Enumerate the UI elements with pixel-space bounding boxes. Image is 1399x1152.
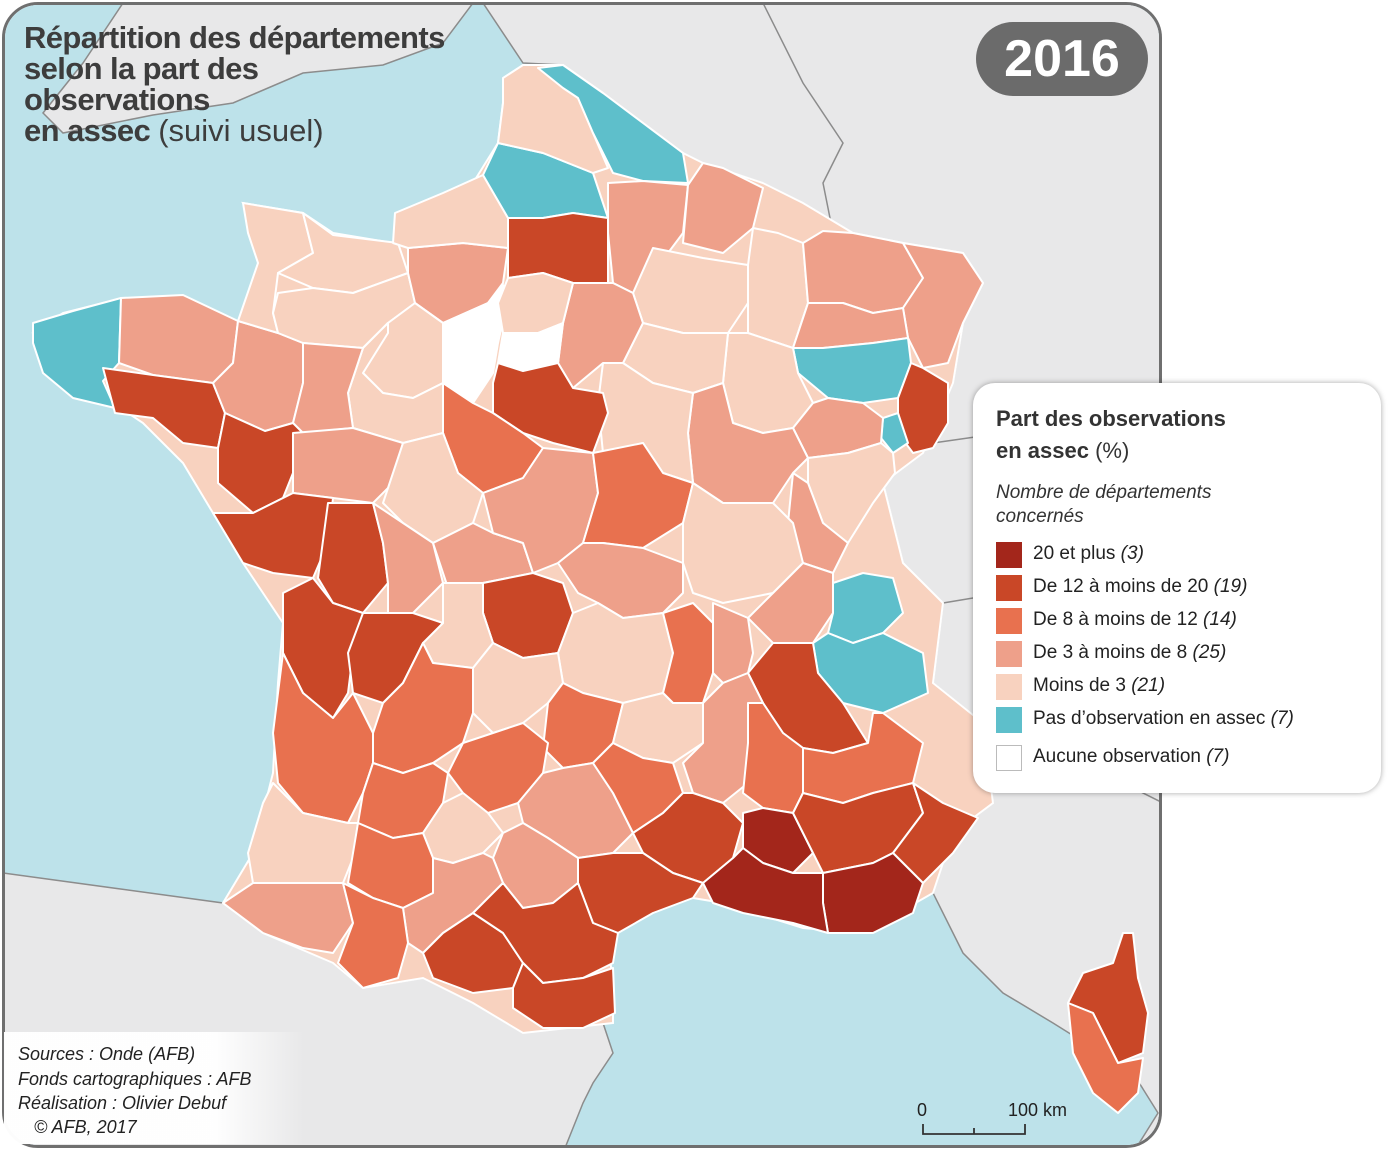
legend-label-count: (19) [1213,576,1248,597]
legend-title: Part des observations en assec (%) [996,403,1226,467]
scale-line [922,1124,1026,1135]
legend-swatch [996,745,1022,771]
title-line-4-light: (suivi usuel) [158,113,324,148]
legend-label-text: De 12 à moins de 20 [1033,576,1214,597]
dept-loiret [492,362,609,454]
dept-nievre [582,442,694,549]
title-line-2: selon la part des [24,51,259,86]
dept-ain [747,562,834,644]
legend-label-text: De 3 à moins de 8 [1033,642,1193,663]
credit-sources: Sources : Onde (AFB) [18,1044,196,1064]
neighbor-uk [41,5,473,134]
border-line-1 [763,5,844,234]
dept-hautes-pyrenees [337,882,409,989]
dept-finistere [32,297,122,409]
dept-puy-de-dome [557,602,674,704]
title-line-3: observations [24,82,210,117]
legend-label-text: 20 et plus [1033,543,1121,564]
credits-box: Sources : Onde (AFB) Fonds cartographiqu… [4,1032,304,1144]
scale-end-label: 100 km [1008,1100,1068,1120]
dept-doubs [807,442,896,544]
dept-bouches-du-rhone [702,847,829,934]
legend-label: Pas d’observation en assec (7) [1033,708,1294,730]
france-map [5,5,1159,1145]
title-line-4: en assec (suivi usuel) [24,115,445,146]
dept-bas-rhin [902,242,984,369]
map-frame [2,2,1162,1148]
legend-swatch [996,542,1022,568]
legend-label: De 12 à moins de 20 (19) [1033,576,1247,598]
dept-aude [472,882,619,984]
dept-corse-du-sud [1067,1002,1144,1114]
legend-label: De 3 à moins de 8 (25) [1033,642,1226,664]
legend-title-line-1: Part des observations [996,406,1226,431]
credit-copyright: © AFB, 2017 [34,1117,137,1137]
scale-bar: 0 100 km [905,1098,1105,1142]
legend-subtitle-line-1: Nombre de départements [996,482,1212,503]
legend-label-text: Moins de 3 [1033,675,1132,696]
legend-label: Moins de 3 (21) [1033,675,1165,697]
legend-label: Aucune observation (7) [1033,746,1229,768]
legend-label-count: (14) [1203,609,1237,630]
legend-label-text: Pas d’observation en assec [1033,708,1271,729]
legend-subtitle: Nombre de départements concernés [996,481,1211,529]
legend-swatch [996,707,1022,733]
dept-ardennes [682,162,764,254]
year-badge: 2016 [976,22,1148,96]
title-line-4-bold: en assec [24,113,151,148]
title-line-1: Répartition des départements [24,20,445,55]
legend-title-bold: en assec [996,438,1089,463]
legend-panel: Part des observations en assec (%) Nombr… [973,383,1381,793]
legend-label: De 8 à moins de 12 (14) [1033,609,1237,631]
legend-swatch [996,641,1022,667]
legend-subtitle-line-2: concernés [996,506,1084,527]
map-title: Répartition des départements selon la pa… [24,22,445,146]
legend-swatch [996,674,1022,700]
legend-label-count: (21) [1131,675,1166,696]
credit-fonds: Fonds cartographiques : AFB [18,1069,252,1089]
legend-label-text: Aucune observation [1033,746,1207,767]
legend-label-count: (3) [1120,543,1144,564]
dept-pyrenees-orientales [512,962,616,1029]
legend-swatch [996,608,1022,634]
dept-alpes-maritimes [892,782,979,884]
legend-swatch [996,575,1022,601]
legend-label: 20 et plus (3) [1033,543,1144,565]
dept-haut-rhin [897,362,949,454]
legend-title-line-2: en assec (%) [996,435,1226,467]
credit-realisation: Réalisation : Olivier Debuf [18,1093,227,1113]
dept-oise [507,212,609,284]
dept-allier [557,542,684,619]
scale-start-label: 0 [917,1100,928,1120]
legend-title-unit: (%) [1095,438,1130,463]
legend-label-count: (7) [1206,746,1230,767]
legend-label-text: De 8 à moins de 12 [1033,609,1204,630]
legend-label-count: (7) [1270,708,1294,729]
legend-label-count: (25) [1192,642,1227,663]
